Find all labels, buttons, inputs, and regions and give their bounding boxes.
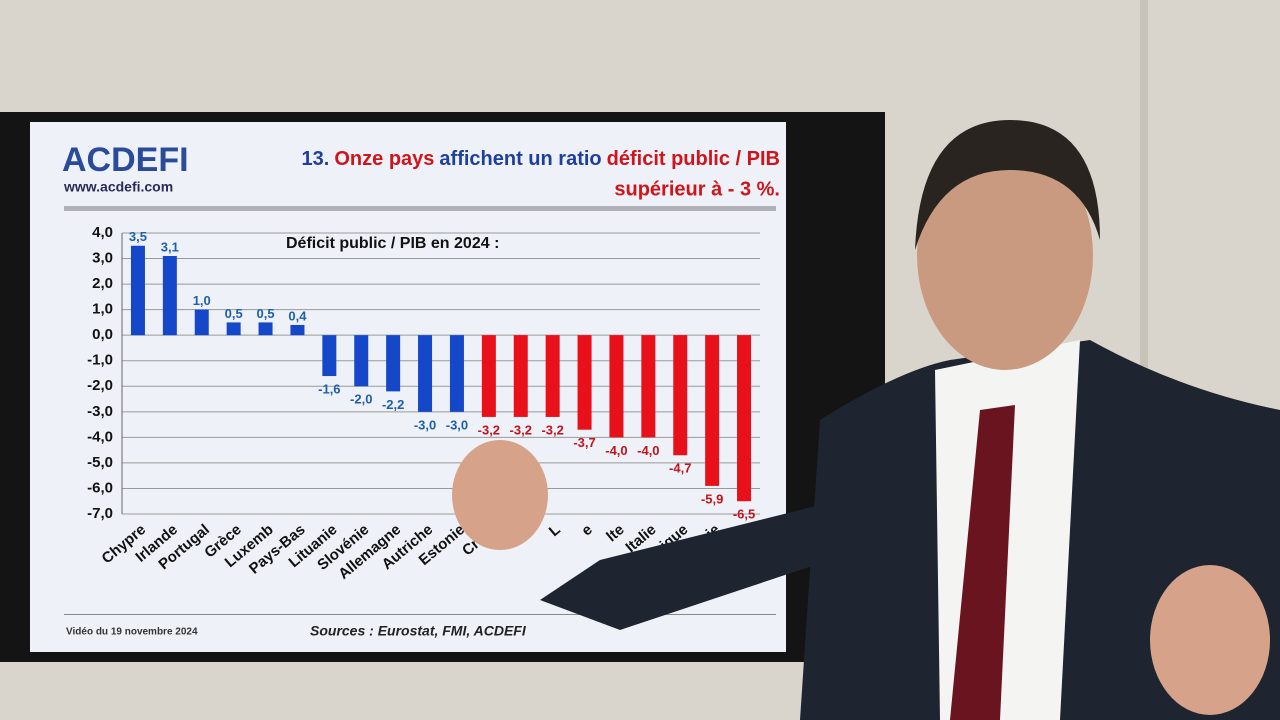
value-label: -2,0 <box>350 392 372 407</box>
bar <box>545 335 560 417</box>
slide-title: 13. Onze pays affichent un ratio déficit pu… <box>302 148 780 170</box>
bar <box>481 335 496 417</box>
y-tick-label: 4,0 <box>92 224 113 241</box>
y-tick-label: -2,0 <box>87 377 113 394</box>
tie <box>950 405 1015 720</box>
hand <box>452 440 548 550</box>
value-label: -3,2 <box>541 422 563 437</box>
y-tick-label: 3,0 <box>92 250 113 267</box>
y-tick-label: -5,0 <box>87 454 113 471</box>
value-label: -3,2 <box>510 422 532 437</box>
title-part: affichent un ratio <box>439 148 601 170</box>
value-label: -2,2 <box>382 397 404 412</box>
bar <box>226 322 241 336</box>
hair <box>915 120 1100 250</box>
y-tick-label: -6,0 <box>87 479 113 496</box>
value-label: 1,0 <box>193 293 211 308</box>
wall-seam <box>1140 0 1148 720</box>
y-tick-label: 1,0 <box>92 301 113 318</box>
y-tick-label: -3,0 <box>87 403 113 420</box>
bar <box>449 335 464 412</box>
bar <box>609 335 624 438</box>
bar <box>641 335 656 438</box>
value-label: 0,4 <box>288 308 307 323</box>
bar <box>705 335 720 486</box>
y-tick-label: 0,0 <box>92 326 113 343</box>
bar <box>290 324 305 336</box>
value-label: -4,0 <box>605 443 627 458</box>
bar <box>194 309 209 336</box>
footer-sources: Sources : Eurostat, FMI, ACDEFI <box>310 623 527 639</box>
presenter <box>452 120 1280 720</box>
title-part: déficit public / PIB <box>607 148 780 170</box>
y-tick-label: 2,0 <box>92 275 113 292</box>
bar <box>386 335 401 392</box>
value-label: 0,5 <box>225 306 243 321</box>
bar <box>354 335 369 387</box>
value-label: -3,7 <box>573 435 595 450</box>
value-label: -6,5 <box>733 507 755 522</box>
value-label: -3,0 <box>414 417 436 432</box>
value-label: -5,9 <box>701 491 723 506</box>
value-label: -4,7 <box>669 461 691 476</box>
value-label: -4,0 <box>637 443 659 458</box>
y-tick-label: -4,0 <box>87 428 113 445</box>
bar <box>322 335 337 377</box>
chart-title: Déficit public / PIB en 2024 : <box>286 235 499 252</box>
bar <box>737 335 752 502</box>
bar <box>258 322 273 336</box>
arm <box>540 500 840 630</box>
logo: ACDEFI <box>62 141 189 179</box>
bar <box>577 335 592 430</box>
bar <box>513 335 528 417</box>
header-rule <box>64 206 776 211</box>
bar <box>673 335 688 456</box>
footer-rule <box>64 614 776 615</box>
value-label: -1,6 <box>318 381 340 396</box>
value-label: 3,1 <box>161 239 179 254</box>
bar <box>130 245 145 336</box>
bar <box>162 255 177 336</box>
value-label: 0,5 <box>257 306 275 321</box>
value-label: 3,5 <box>129 229 147 244</box>
hand-right <box>1150 565 1270 715</box>
logo-url: www.acdefi.com <box>63 179 173 195</box>
footer-date: Vidéo du 19 novembre 2024 <box>66 627 198 638</box>
value-label: -3,2 <box>478 422 500 437</box>
head <box>917 140 1093 370</box>
title-part: Onze pays <box>334 148 434 170</box>
value-label: -3,0 <box>446 417 468 432</box>
slide-title-line2: supérieur à - 3 %. <box>614 178 780 200</box>
y-tick-label: -7,0 <box>87 505 113 522</box>
y-tick-label: -1,0 <box>87 352 113 369</box>
title-part: 13. <box>302 148 330 170</box>
bar <box>418 335 433 412</box>
